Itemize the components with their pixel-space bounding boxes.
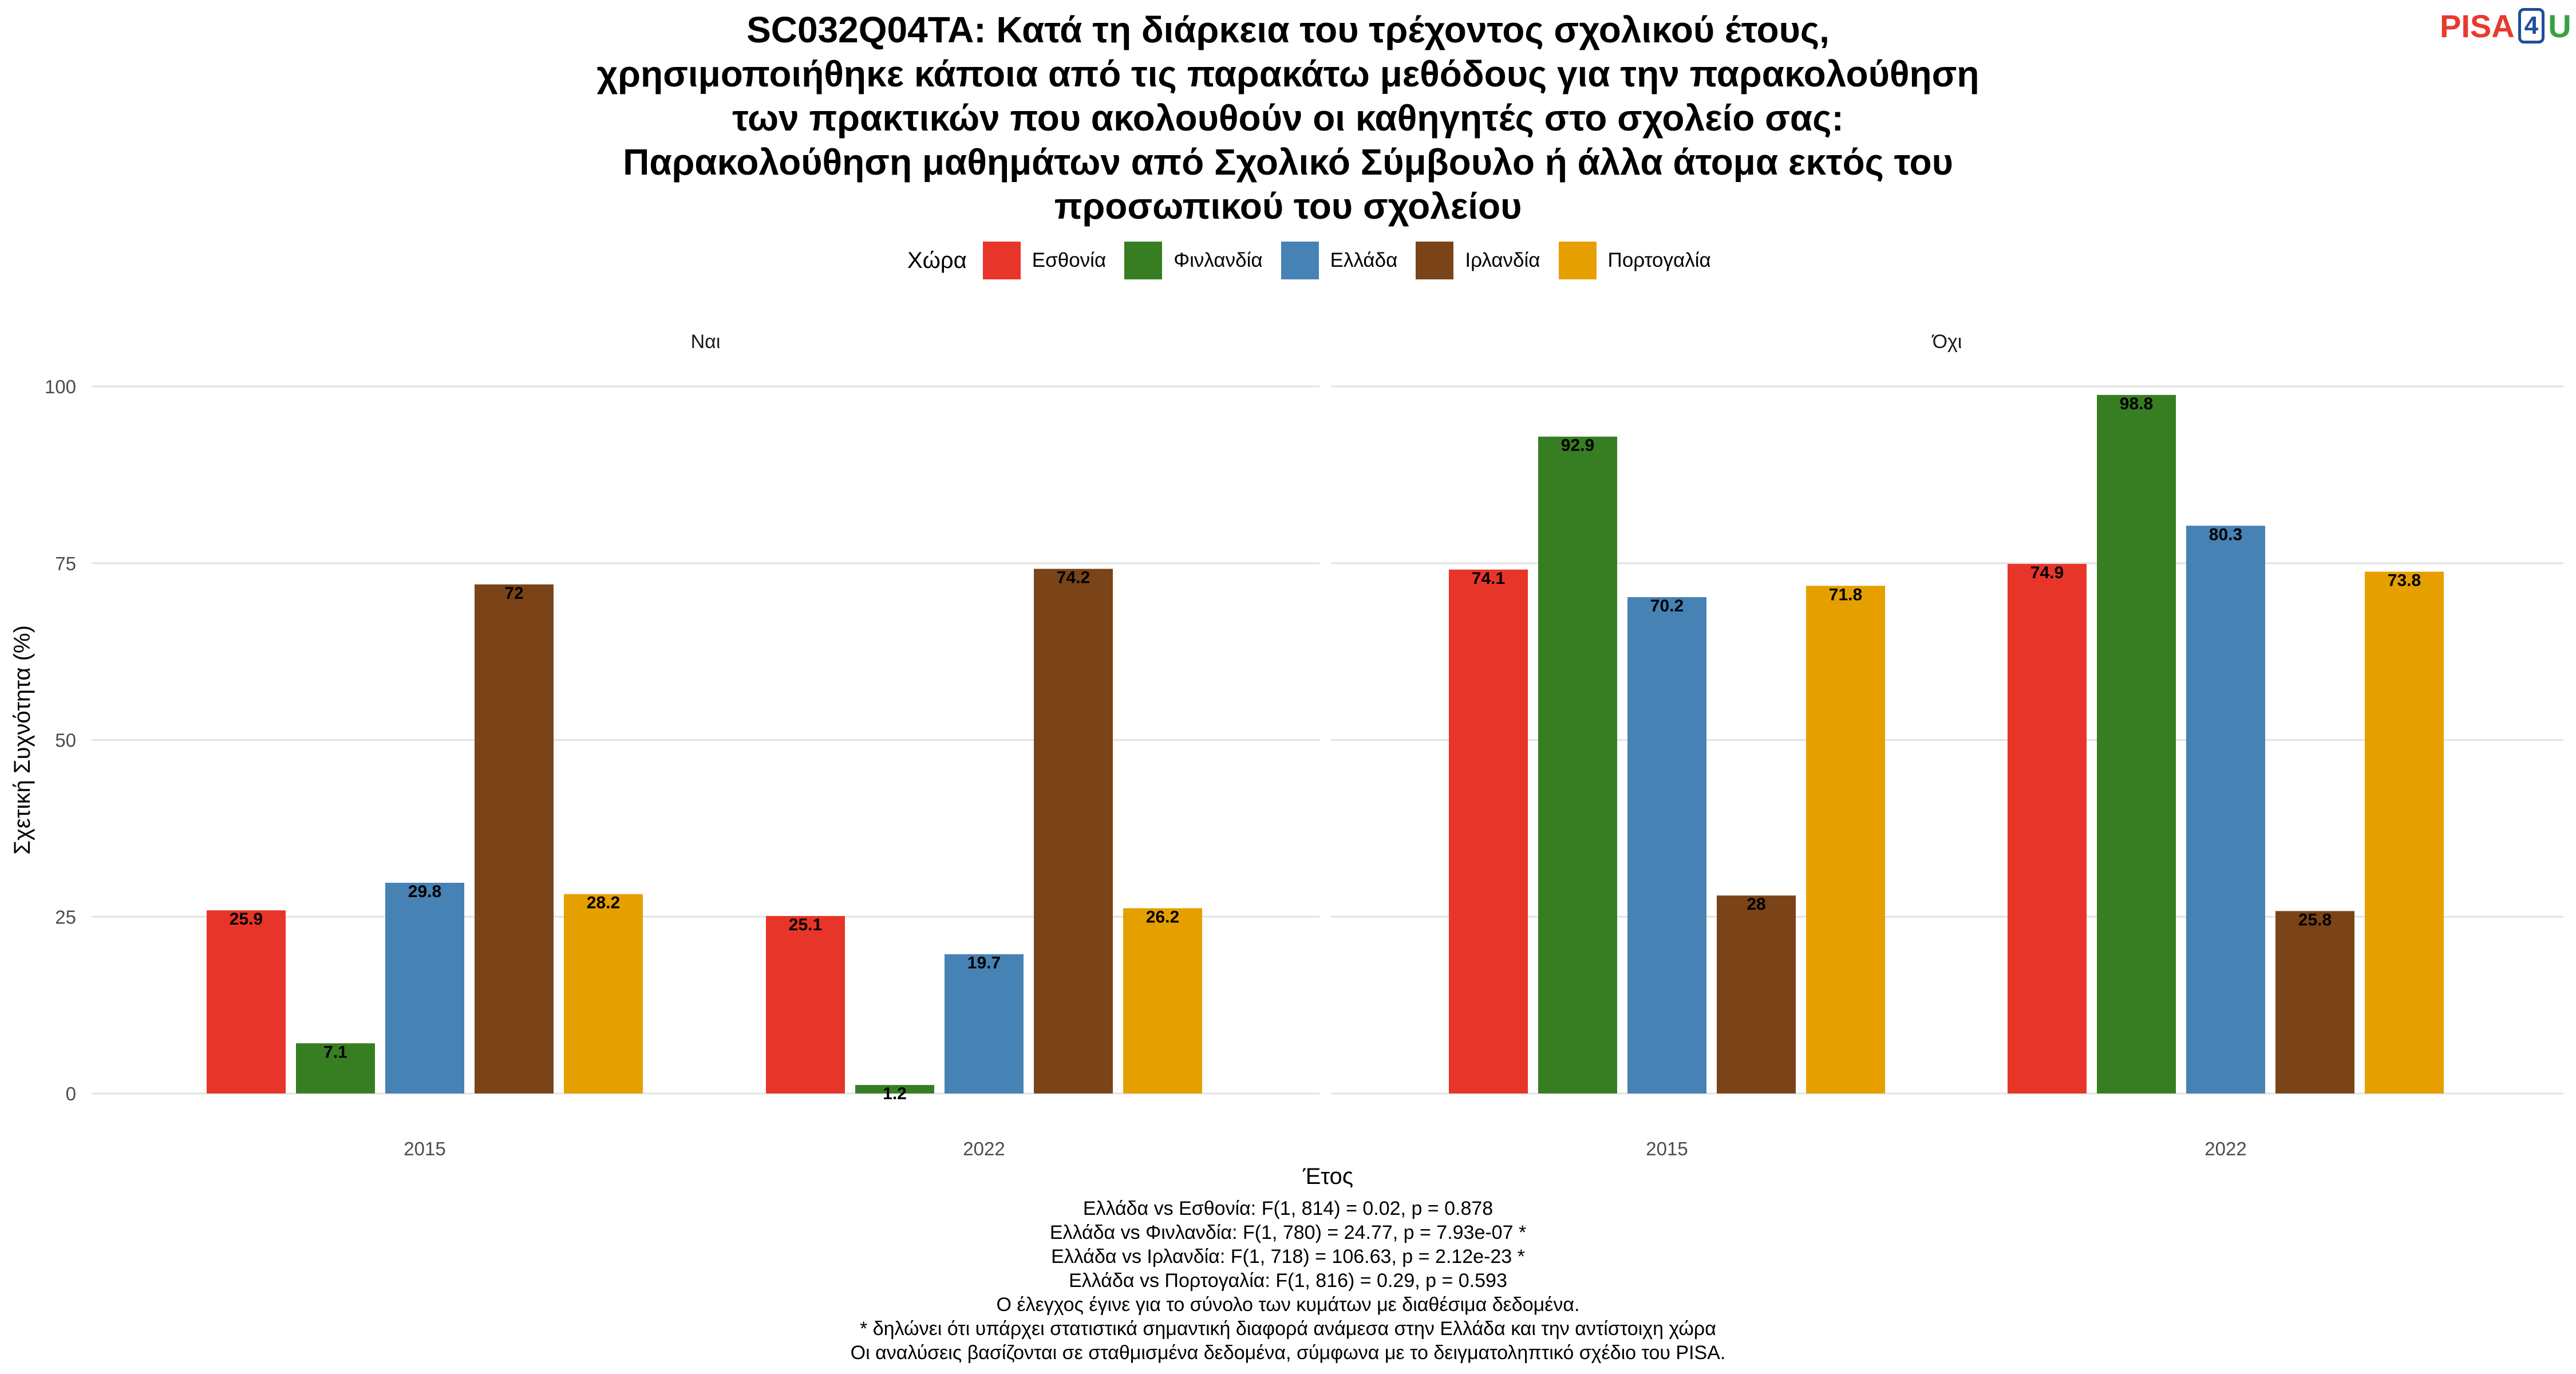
data-label: 71.8 bbox=[1829, 585, 1862, 604]
title-line: Παρακολούθηση μαθημάτων από Σχολικό Σύμβ… bbox=[623, 141, 1953, 183]
chart-title: SC032Q04TA: Κατά τη διάρκεια του τρέχοντ… bbox=[0, 8, 2576, 228]
legend-swatch bbox=[982, 242, 1021, 279]
data-label: 29.8 bbox=[408, 882, 441, 901]
note-line: Ελλάδα vs Ιρλανδία: F(1, 718) = 106.63, … bbox=[1051, 1246, 1525, 1268]
legend-swatch bbox=[1124, 242, 1163, 279]
bar bbox=[2365, 571, 2444, 1093]
bar bbox=[766, 916, 845, 1093]
bar bbox=[207, 910, 286, 1093]
bar bbox=[2097, 394, 2176, 1093]
legend-label: Πορτογαλία bbox=[1607, 249, 1711, 271]
data-label: 80.3 bbox=[2209, 525, 2242, 544]
bar bbox=[564, 894, 643, 1093]
legend-label: Ιρλανδία bbox=[1465, 249, 1540, 271]
logo-u-text: U bbox=[2548, 7, 2571, 44]
bar bbox=[2186, 526, 2265, 1093]
bar bbox=[855, 1085, 934, 1093]
legend-swatch bbox=[1558, 242, 1597, 279]
y-axis-title: Σχετική Συχνότητα (%) bbox=[10, 625, 35, 855]
bar bbox=[1717, 895, 1796, 1093]
legend-item: Ιρλανδία bbox=[1416, 242, 1540, 279]
data-label: 72 bbox=[504, 584, 523, 603]
data-label: 74.1 bbox=[1472, 569, 1505, 588]
y-tick-label: 50 bbox=[55, 730, 76, 751]
legend-title: Χώρα bbox=[907, 247, 967, 273]
y-tick-label: 75 bbox=[55, 553, 76, 574]
legend: Χώρα Εσθονία Φινλανδία Ελλάδα Ιρλανδία Π… bbox=[907, 240, 1729, 281]
data-label: 28 bbox=[1747, 895, 1765, 914]
logo-four-text: 4 bbox=[2518, 8, 2545, 44]
legend-label: Εσθονία bbox=[1032, 249, 1107, 271]
note-line: Ελλάδα vs Φινλανδία: F(1, 780) = 24.77, … bbox=[1049, 1222, 1527, 1243]
bar bbox=[1449, 569, 1528, 1093]
facet-title: Όχι bbox=[1931, 331, 1962, 353]
note-line: Ελλάδα vs Πορτογαλία: F(1, 816) = 0.29, … bbox=[1069, 1270, 1507, 1292]
bar bbox=[1123, 908, 1202, 1093]
data-label: 19.7 bbox=[967, 954, 1001, 973]
x-tick-label: 2015 bbox=[1646, 1138, 1688, 1159]
data-label: 70.2 bbox=[1650, 597, 1684, 615]
note-line: Ελλάδα vs Εσθονία: F(1, 814) = 0.02, p =… bbox=[1082, 1198, 1494, 1219]
bar bbox=[385, 882, 464, 1093]
data-label: 1.2 bbox=[883, 1084, 907, 1103]
x-tick-label: 2015 bbox=[404, 1138, 445, 1159]
title-line: SC032Q04TA: Κατά τη διάρκεια του τρέχοντ… bbox=[746, 9, 1830, 50]
bar bbox=[1806, 586, 1885, 1093]
data-label: 74.9 bbox=[2030, 563, 2064, 582]
x-tick-label: 2022 bbox=[963, 1138, 1005, 1159]
data-label: 28.2 bbox=[587, 894, 620, 913]
x-tick-label: 2022 bbox=[2204, 1138, 2246, 1159]
data-label: 26.2 bbox=[1146, 907, 1179, 926]
legend-swatch bbox=[1281, 242, 1319, 279]
bar bbox=[945, 954, 1024, 1093]
chart-notes: Ελλάδα vs Εσθονία: F(1, 814) = 0.02, p =… bbox=[0, 1197, 2576, 1365]
data-label: 25.1 bbox=[789, 915, 822, 934]
facet-title: Ναι bbox=[691, 331, 721, 353]
legend-item: Πορτογαλία bbox=[1558, 242, 1711, 279]
title-line: των πρακτικών που ακολουθούν οι καθηγητέ… bbox=[732, 97, 1844, 139]
y-tick-label: 0 bbox=[66, 1083, 76, 1104]
legend-item: Φινλανδία bbox=[1124, 242, 1263, 279]
bar bbox=[296, 1043, 375, 1093]
legend-item: Ελλάδα bbox=[1281, 242, 1398, 279]
data-label: 7.1 bbox=[323, 1043, 347, 1061]
data-label: 74.2 bbox=[1057, 568, 1090, 587]
legend-item: Εσθονία bbox=[982, 242, 1107, 279]
bar bbox=[1538, 436, 1617, 1093]
title-line: προσωπικού του σχολείου bbox=[1054, 185, 1522, 227]
logo-pisa-text: PISA bbox=[2440, 7, 2515, 44]
y-tick-label: 25 bbox=[55, 906, 76, 927]
pisa4u-logo: PISA 4 U bbox=[2440, 6, 2571, 46]
y-tick-label: 100 bbox=[45, 376, 76, 397]
x-axis-title: Έτος bbox=[1302, 1164, 1353, 1189]
bar bbox=[1627, 597, 1706, 1093]
data-label: 73.8 bbox=[2388, 571, 2421, 590]
note-line: Οι αναλύσεις βασίζονται σε σταθμισμένα δ… bbox=[850, 1342, 1726, 1364]
data-label: 25.9 bbox=[230, 910, 263, 929]
data-label: 25.8 bbox=[2298, 910, 2332, 929]
bar bbox=[2008, 563, 2087, 1093]
data-label: 92.9 bbox=[1561, 436, 1594, 455]
data-label: 98.8 bbox=[2120, 394, 2153, 413]
legend-label: Ελλάδα bbox=[1330, 249, 1398, 271]
title-line: χρησιμοποιήθηκε κάποια από τις παρακάτω … bbox=[596, 53, 1980, 94]
bar bbox=[475, 584, 554, 1093]
bar bbox=[2275, 911, 2354, 1093]
bar-chart: 0 25 50 75 100 Σχετική Συχνότητα (%) Έτος Ναι 20… bbox=[10, 331, 2563, 1189]
note-line: * δηλώνει ότι υπάρχει στατιστικά σημαντι… bbox=[860, 1318, 1716, 1340]
legend-label: Φινλανδία bbox=[1174, 249, 1263, 271]
legend-swatch bbox=[1416, 242, 1454, 279]
note-line: Ο έλεγχος έγινε για το σύνολο των κυμάτω… bbox=[996, 1294, 1580, 1316]
bar bbox=[1034, 568, 1113, 1093]
